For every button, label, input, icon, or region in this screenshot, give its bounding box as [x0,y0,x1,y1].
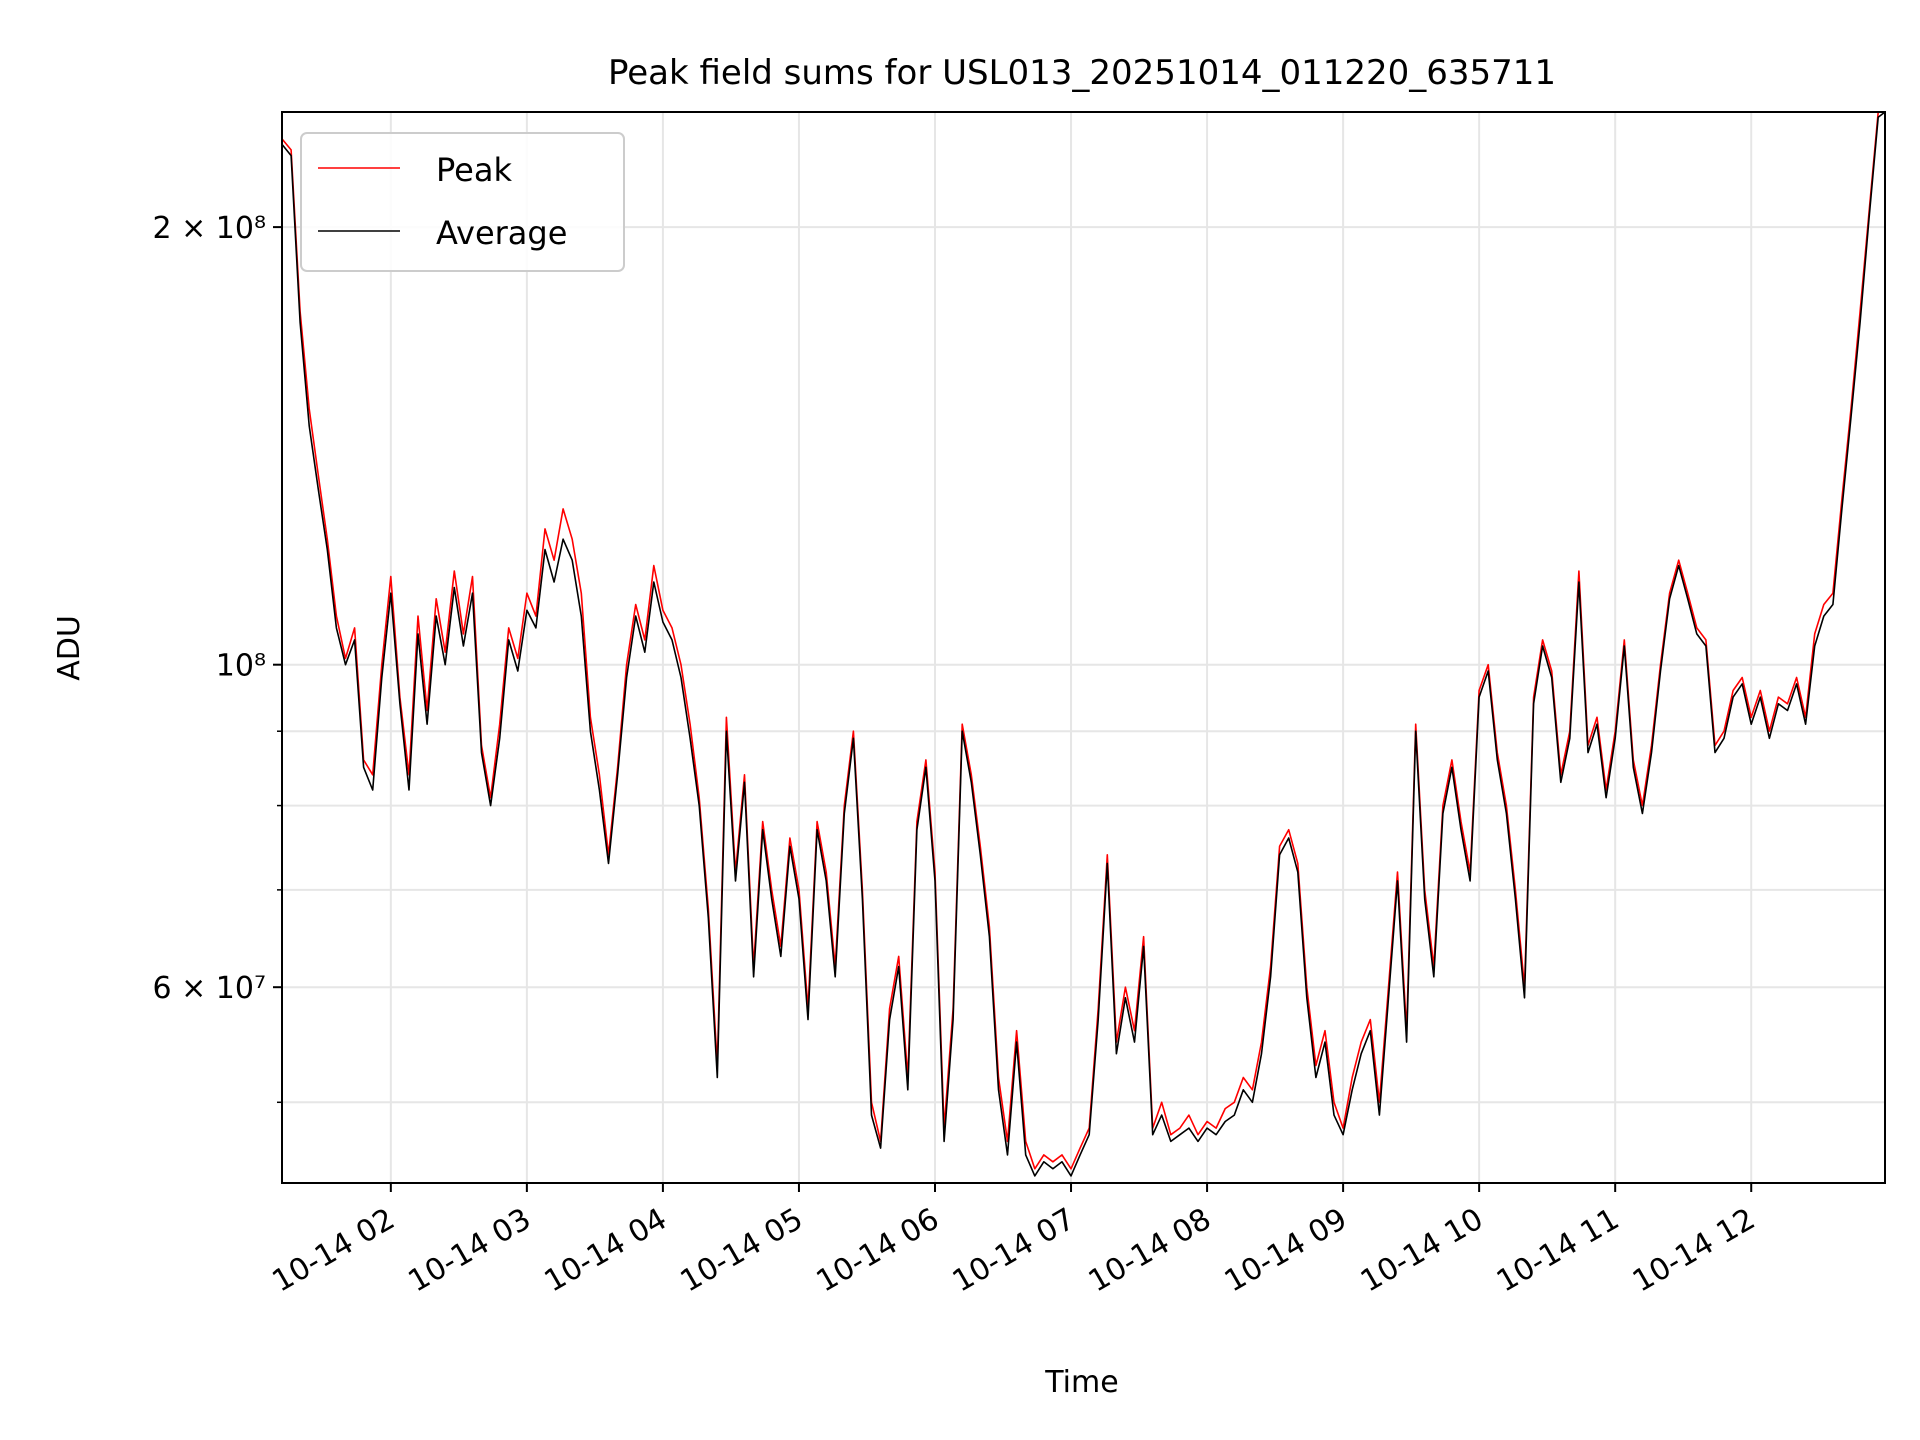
y-axis-label: ADU [52,615,87,681]
x-axis-label: Time [1044,1365,1118,1400]
legend-label-peak: Peak [436,151,512,189]
y-tick-label: 10⁸ [216,649,266,684]
y-axis-ticks: 2 × 10⁸ 10⁸ 6 × 10⁷ [153,211,282,1104]
series-line-average [282,112,1885,1177]
chart-title: Peak field sums for USL013_20251014_0112… [608,53,1556,93]
y-tick-label: 6 × 10⁷ [153,971,267,1006]
y-tick-label: 2 × 10⁸ [153,211,267,246]
series-layer [282,112,1885,1177]
legend-label-average: Average [436,214,567,252]
legend: Peak Average [300,132,625,272]
grid [282,112,1885,1183]
plot-frame [281,111,1886,1184]
